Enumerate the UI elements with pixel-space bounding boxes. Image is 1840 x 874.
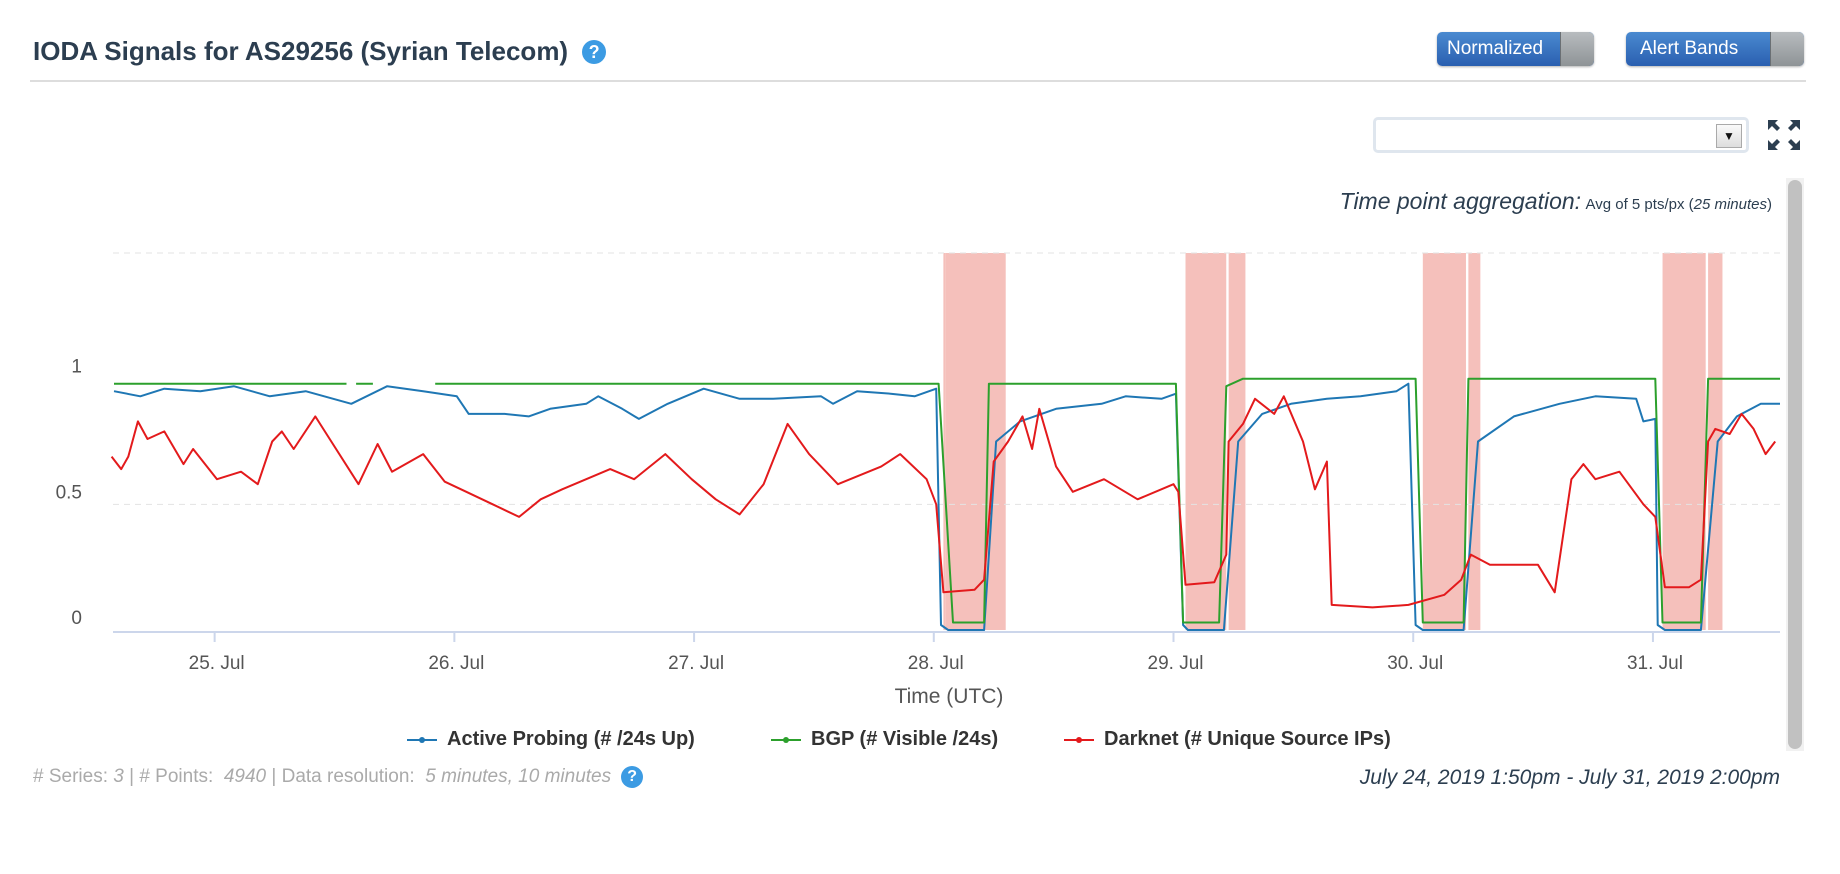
title-text: IODA Signals for AS29256 (Syrian Telecom…: [33, 36, 569, 66]
series-count: 3: [113, 766, 124, 787]
alert-band: [1662, 253, 1706, 630]
footer-stats: # Series: 3 | # Points: 4940 | Data reso…: [33, 766, 644, 788]
alert-band: [1422, 253, 1466, 630]
series-line-darknet: [110, 395, 1776, 609]
series-select[interactable]: ▼: [1373, 117, 1749, 153]
points-label: | # Points:: [123, 766, 219, 787]
alert-band: [1228, 253, 1246, 630]
toggle-knob: [1770, 32, 1804, 66]
toggle-knob: [1560, 32, 1594, 66]
help-icon[interactable]: ?: [582, 39, 607, 64]
page-title: IODA Signals for AS29256 (Syrian Telecom…: [33, 36, 607, 67]
legend-item[interactable]: Darknet (# Unique Source IPs): [1064, 728, 1391, 751]
points-count: 4940: [223, 766, 267, 787]
resolution-label: | Data resolution:: [266, 766, 420, 787]
x-tick-label: 28. Jul: [908, 653, 964, 674]
x-tick-label: 27. Jul: [668, 653, 724, 674]
alert-band: [943, 253, 946, 630]
normalized-toggle[interactable]: Normalized: [1437, 32, 1594, 66]
legend-label: BGP (# Visible /24s): [811, 728, 999, 750]
chevron-down-icon[interactable]: ▼: [1716, 124, 1742, 148]
aggregation-suffix: ): [1767, 196, 1772, 213]
series-line-active: [113, 382, 1780, 631]
alert-bands-label: Alert Bands: [1640, 38, 1739, 59]
y-tick-label: 0.5: [56, 482, 82, 503]
alert-band: [1708, 253, 1723, 630]
legend-label: Active Probing (# /24s Up): [447, 728, 695, 750]
x-tick-label: 26. Jul: [428, 653, 484, 674]
alert-band: [1185, 253, 1227, 630]
scrollbar-thumb[interactable]: [1788, 180, 1802, 749]
resolution-value: 5 minutes, 10 minutes: [425, 766, 612, 787]
help-icon[interactable]: ?: [621, 766, 644, 788]
legend-swatch: [1064, 736, 1094, 743]
series-count-label: # Series:: [33, 766, 108, 787]
x-tick-label: 29. Jul: [1148, 653, 1204, 674]
legend-swatch: [771, 736, 801, 743]
x-tick-label: 31. Jul: [1627, 653, 1683, 674]
y-tick-label: 0: [71, 608, 82, 629]
legend-label: Darknet (# Unique Source IPs): [1104, 728, 1391, 750]
header-divider: [30, 80, 1806, 82]
legend: Active Probing (# /24s Up) BGP (# Visible…: [0, 728, 1840, 758]
alert-bands-toggle[interactable]: Alert Bands: [1626, 32, 1804, 66]
fullscreen-icon[interactable]: [1766, 118, 1802, 152]
series-line-bgp: [114, 377, 1780, 624]
x-tick-label: 30. Jul: [1387, 653, 1443, 674]
legend-item[interactable]: BGP (# Visible /24s): [771, 728, 998, 751]
scrollbar[interactable]: [1786, 178, 1804, 751]
y-tick-label: 1: [71, 357, 82, 378]
legend-item[interactable]: Active Probing (# /24s Up): [407, 728, 695, 751]
aggregation-duration: 25 minutes: [1693, 196, 1767, 213]
legend-swatch: [407, 736, 437, 743]
aggregation-label: Time point aggregation:: [1339, 188, 1582, 214]
aggregation-info: Time point aggregation: Avg of 5 pts/px …: [1340, 188, 1772, 215]
normalized-label: Normalized: [1447, 38, 1544, 59]
aggregation-prefix: Avg of 5 pts/px (: [1585, 196, 1694, 213]
x-tick-label: 25. Jul: [189, 653, 245, 674]
time-range: July 24, 2019 1:50pm - July 31, 2019 2:0…: [1359, 766, 1780, 789]
alert-band: [1468, 253, 1481, 630]
x-axis-title: Time (UTC): [895, 685, 1004, 708]
